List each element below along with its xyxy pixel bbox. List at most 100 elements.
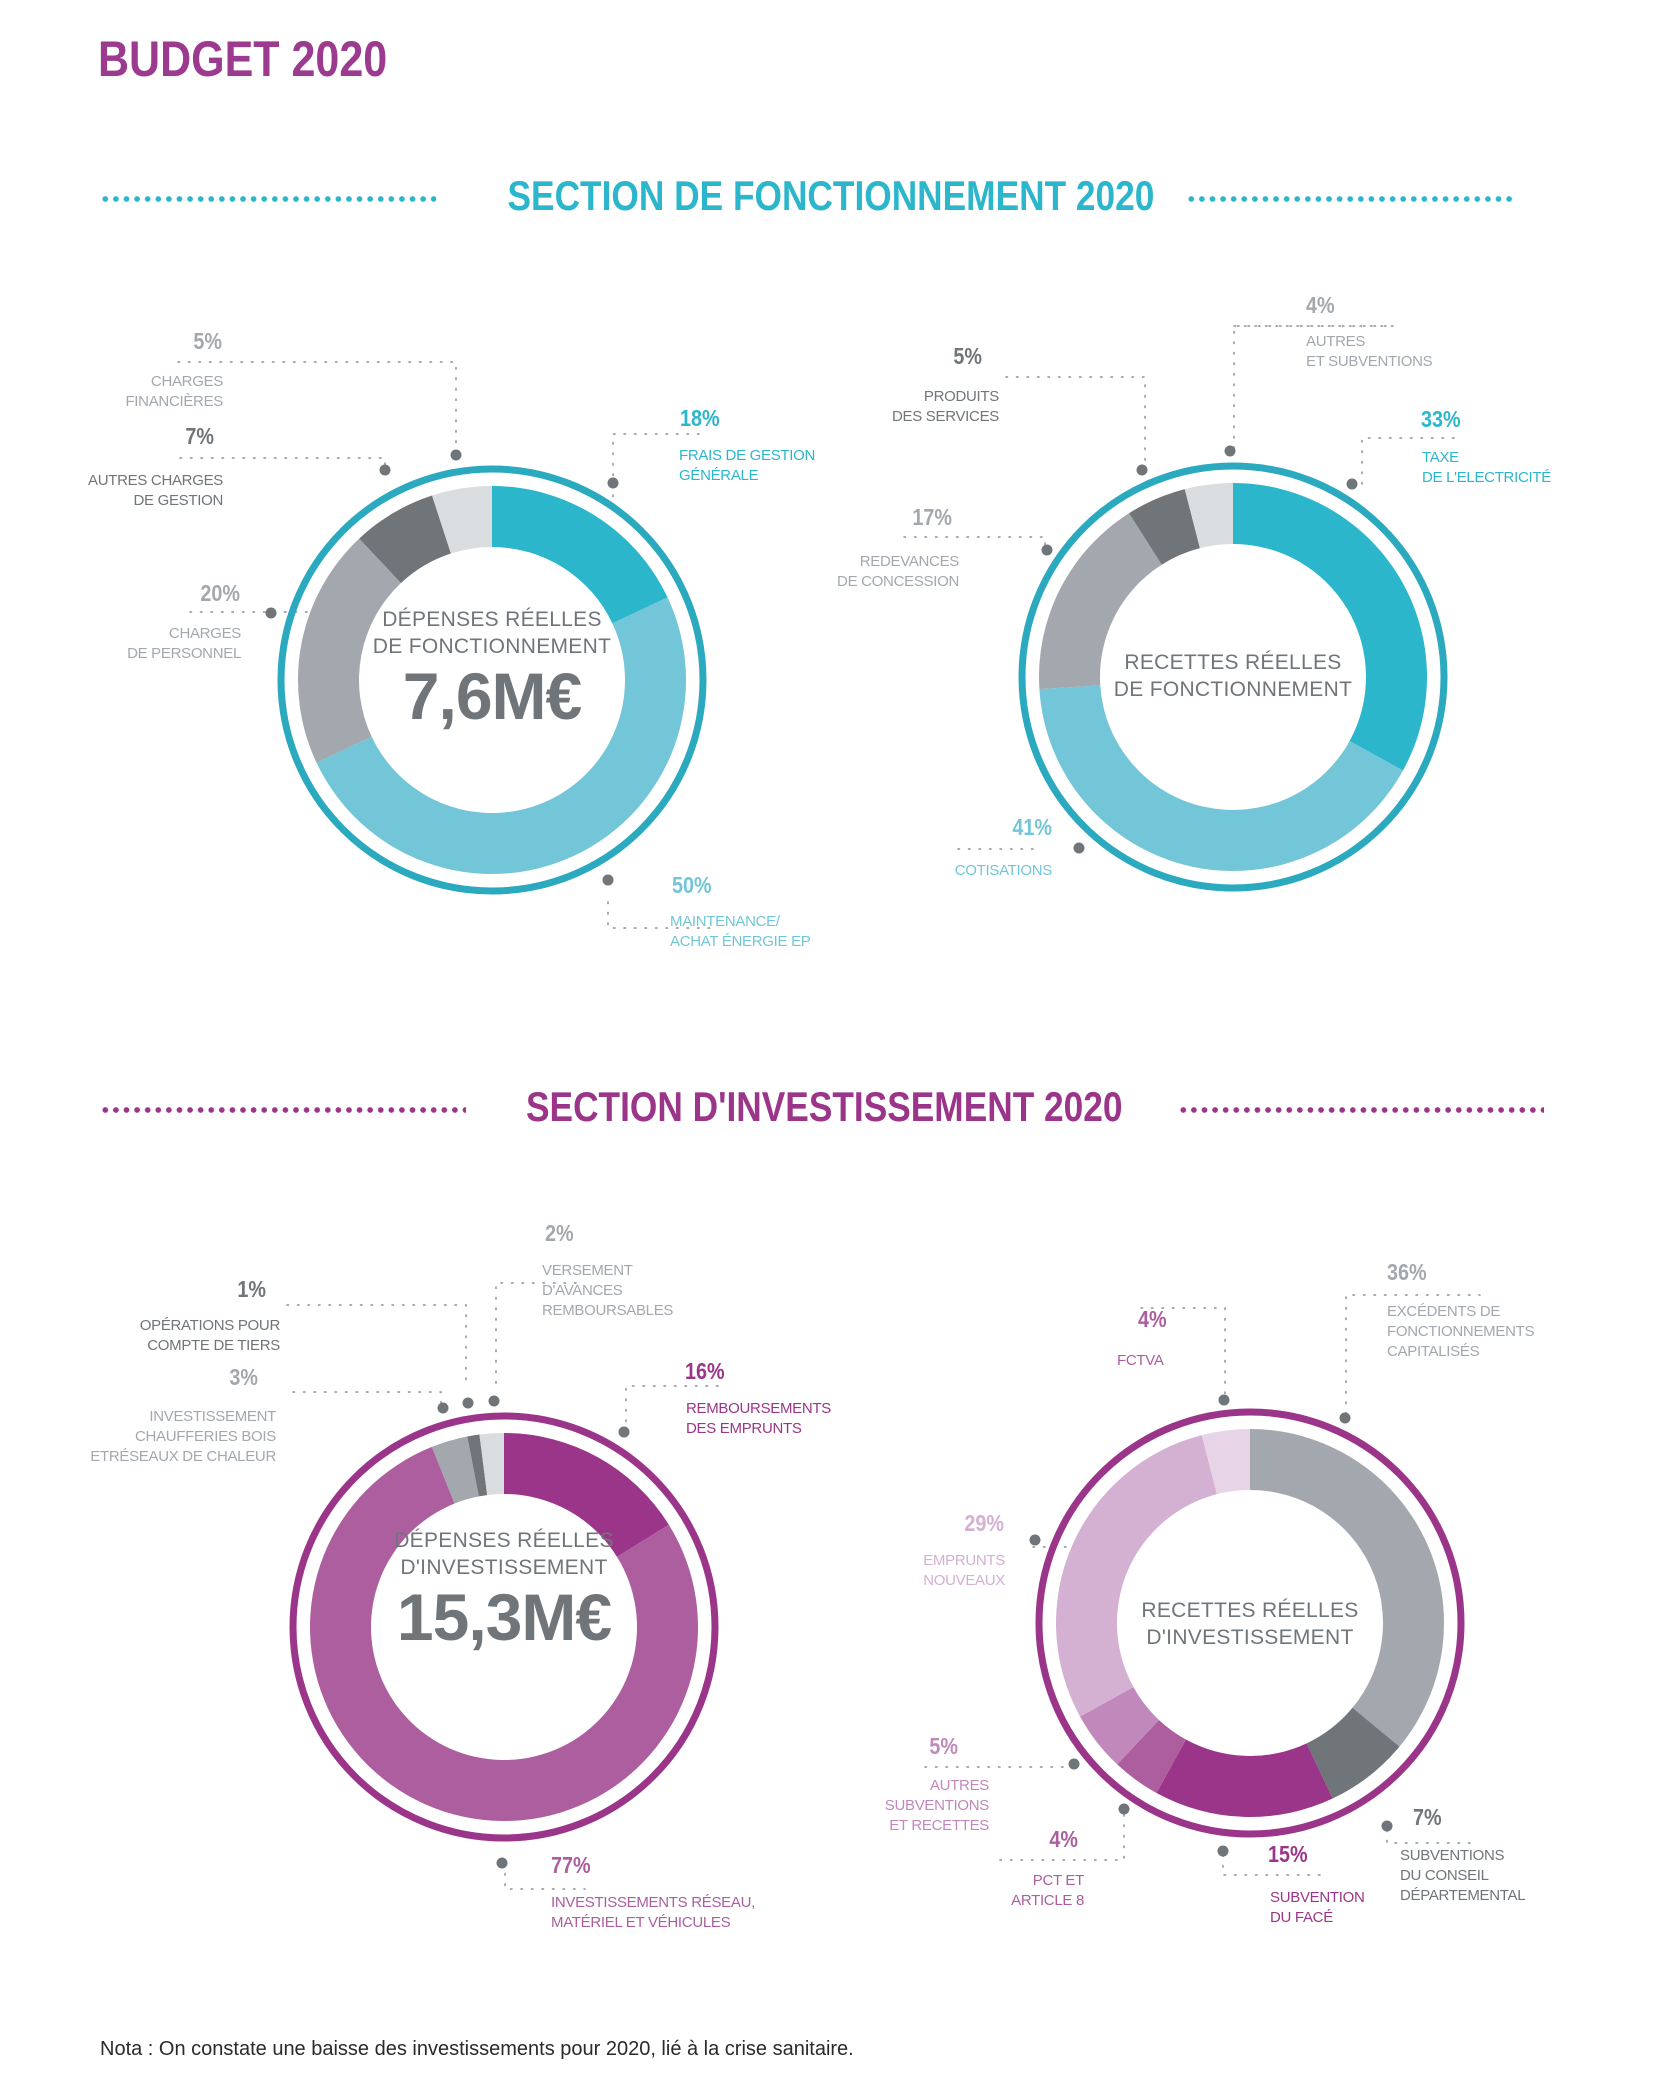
pct-excedents: 36%: [1387, 1259, 1427, 1285]
donut-segment: [1079, 1687, 1159, 1765]
pct-pct-article8: 4%: [1049, 1826, 1078, 1852]
donut-segment: [1233, 483, 1427, 771]
pct-cotisations: 41%: [1012, 814, 1052, 840]
donut-segment: [316, 597, 686, 874]
page-title: BUDGET 2020: [98, 31, 388, 87]
caption-line: MAINTENANCE/: [670, 913, 780, 930]
donut-center-recettes-fonctionnement: RECETTES RÉELLES DE FONCTIONNEMENT: [1113, 649, 1353, 703]
caption-line: ACHAT ÉNERGIE EP: [670, 933, 811, 950]
caption-line: CHAUFFERIES BOIS: [134, 1428, 276, 1445]
center-label-line1: RECETTES RÉELLES: [1124, 651, 1342, 674]
caption-remboursements: REMBOURSEMENTS DES EMPRUNTS: [686, 1399, 831, 1439]
center-label-line2: DE FONCTIONNEMENT: [1113, 678, 1353, 701]
donut-segment: [1201, 1429, 1250, 1495]
section-heading-fonctionnement: SECTION DE FONCTIONNEMENT 2020: [0, 172, 1654, 222]
caption-line: FINANCIÈRES: [125, 393, 223, 410]
caption-line: AUTRES: [929, 1777, 989, 1794]
donut-segment: [504, 1433, 669, 1557]
footnote: Nota : On constate une baisse des invest…: [100, 2038, 854, 2060]
caption-cotisations: COTISATIONS: [900, 861, 1053, 881]
caption-line: D'AVANCES: [542, 1282, 623, 1299]
dotted-rule-right: [1178, 1107, 1544, 1113]
caption-line: SUBVENTIONS: [1400, 1847, 1505, 1864]
donut-segment: [431, 1436, 479, 1504]
caption-conseil-departemental: SUBVENTIONS DU CONSEIL DÉPARTEMENTAL: [1400, 1846, 1526, 1906]
pct-autres-subventions-recettes: 5%: [929, 1733, 958, 1759]
pct-fctva: 4%: [1138, 1306, 1167, 1332]
donut-depenses-fonctionnement: [277, 465, 707, 895]
caption-line: REMBOURSEMENTS: [686, 1400, 831, 1417]
donut-segment: [1039, 513, 1162, 690]
center-total: 7,6M€: [402, 659, 582, 733]
caption-line: SUBVENTION: [1270, 1889, 1365, 1906]
center-label-line2: D'INVESTISSEMENT: [1146, 1626, 1354, 1649]
caption-autres-charges: AUTRES CHARGES DE GESTION: [40, 471, 223, 511]
caption-line: PCT ET: [1032, 1872, 1085, 1889]
pct-charges-financieres: 5%: [193, 328, 222, 354]
donut-segment: [298, 538, 401, 763]
caption-charges-financieres: CHARGES FINANCIÈRES: [60, 372, 223, 412]
caption-line: DE GESTION: [133, 492, 223, 509]
donut-segment: [1184, 483, 1233, 549]
caption-line: DE CONCESSION: [837, 573, 959, 590]
caption-redevances: REDEVANCES DE CONCESSION: [800, 552, 959, 592]
caption-line: EMPRUNTS: [923, 1552, 1005, 1569]
caption-line: OPÉRATIONS POUR: [139, 1317, 281, 1334]
donut-segment: [1129, 489, 1200, 565]
caption-line: CHARGES: [150, 373, 223, 390]
caption-autres-subventions: AUTRES ET SUBVENTIONS: [1306, 332, 1433, 372]
caption-line: COMPTE DE TIERS: [147, 1337, 280, 1354]
caption-operations-tiers: OPÉRATIONS POUR COMPTE DE TIERS: [100, 1316, 281, 1356]
dotted-rule-right: [1186, 196, 1512, 202]
caption-excedents: EXCÉDENTS DE FONCTIONNEMENTS CAPITALISÉS: [1387, 1302, 1534, 1362]
caption-line: FRAIS DE GESTION: [679, 447, 816, 464]
donut-segment: [467, 1434, 488, 1497]
caption-line: AUTRES: [1306, 333, 1366, 350]
caption-line: COTISATIONS: [954, 862, 1053, 879]
donut-segment: [310, 1446, 698, 1821]
caption-line: PRODUITS: [923, 388, 999, 405]
pct-autres-subventions: 4%: [1306, 292, 1335, 318]
pct-autres-charges: 7%: [185, 423, 214, 449]
donut-recettes-investissement: [1035, 1408, 1465, 1838]
donut-center-depenses-fonctionnement: DÉPENSES RÉELLES DE FONCTIONNEMENT 7,6M€: [372, 606, 612, 732]
caption-line: DU CONSEIL: [1400, 1867, 1489, 1884]
center-total: 15,3M€: [396, 1580, 612, 1654]
pct-remboursements: 16%: [685, 1358, 725, 1384]
dotted-rule-left: [100, 196, 436, 202]
center-label-line2: D'INVESTISSEMENT: [400, 1556, 608, 1579]
section-title-fonctionnement: SECTION DE FONCTIONNEMENT 2020: [507, 172, 1155, 219]
caption-frais-gestion: FRAIS DE GESTION GÉNÉRALE: [679, 446, 815, 486]
caption-charges-personnel: CHARGES DE PERSONNEL: [60, 624, 241, 664]
caption-line: ET RECETTES: [889, 1817, 989, 1834]
pct-produits-services: 5%: [953, 343, 982, 369]
caption-pct-article8: PCT ET ARTICLE 8: [980, 1871, 1084, 1911]
center-label-line1: RECETTES RÉELLES: [1141, 1599, 1359, 1622]
pct-redevances: 17%: [912, 504, 952, 530]
pct-operations-tiers: 1%: [237, 1276, 266, 1302]
caption-line: MATÉRIEL ET VÉHICULES: [551, 1914, 731, 1931]
caption-line: DES SERVICES: [892, 408, 999, 425]
caption-line: INVESTISSEMENT: [149, 1408, 276, 1425]
pct-subvention-face: 15%: [1268, 1841, 1308, 1867]
pct-maintenance: 50%: [672, 872, 712, 898]
caption-line: CHARGES: [168, 625, 241, 642]
donut-segment: [492, 486, 668, 624]
caption-line: DES EMPRUNTS: [686, 1420, 802, 1437]
donut-segment: [1039, 685, 1404, 871]
center-label-line1: DÉPENSES RÉELLES: [394, 1529, 614, 1552]
donut-depenses-investissement: [289, 1412, 719, 1842]
caption-maintenance: MAINTENANCE/ ACHAT ÉNERGIE EP: [670, 912, 811, 952]
caption-line: DÉPARTEMENTAL: [1400, 1887, 1526, 1904]
donut-segment: [432, 486, 492, 554]
dotted-rule-left: [100, 1107, 466, 1113]
caption-emprunts-nouveaux: EMPRUNTS NOUVEAUX: [860, 1551, 1005, 1591]
caption-line: FCTVA: [1117, 1352, 1164, 1369]
caption-investissements-reseau: INVESTISSEMENTS RÉSEAU, MATÉRIEL ET VÉHI…: [551, 1893, 755, 1933]
donut-segment: [1250, 1429, 1444, 1747]
caption-line: REDEVANCES: [859, 553, 960, 570]
caption-line: TAXE: [1422, 449, 1459, 466]
pct-emprunts-nouveaux: 29%: [964, 1510, 1004, 1536]
donut-center-recettes-investissement: RECETTES RÉELLES D'INVESTISSEMENT: [1130, 1597, 1370, 1651]
caption-line: GÉNÉRALE: [679, 467, 759, 484]
